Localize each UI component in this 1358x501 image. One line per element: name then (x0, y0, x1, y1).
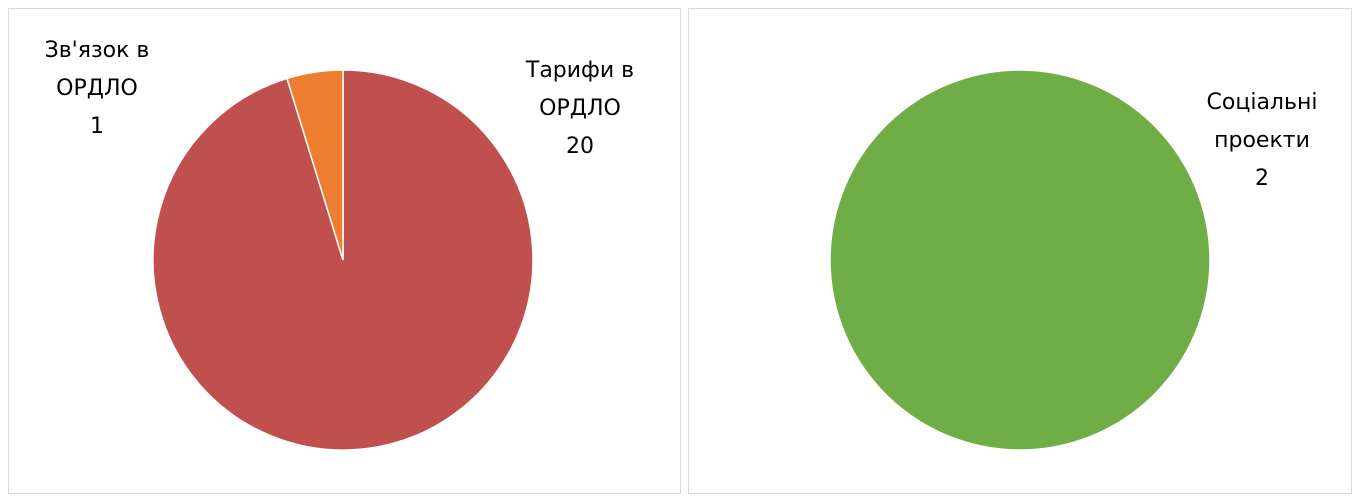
slice-value: 2 (1255, 166, 1269, 191)
slice-label: Зв'язок в ОРДЛО (44, 38, 150, 101)
slice-label: Тарифи в ОРДЛО (525, 58, 635, 121)
pie-slice (286, 69, 344, 261)
slice-value: 1 (90, 114, 104, 139)
pie-slice (829, 69, 1211, 451)
slice-value: 20 (566, 134, 594, 159)
chart-panel (688, 8, 1352, 494)
slice-label: Соціальні проекти (1206, 90, 1318, 153)
chart-panel (8, 8, 681, 494)
